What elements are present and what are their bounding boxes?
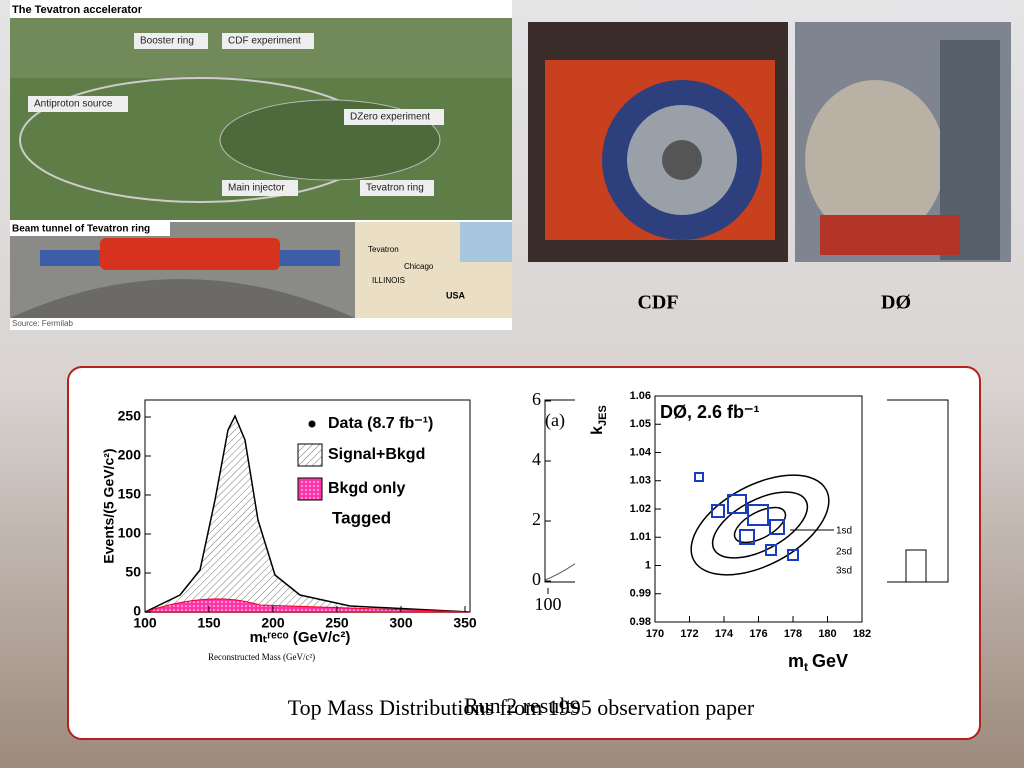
y-tick-label: 50 — [125, 564, 141, 580]
map-label: Tevatron ring — [366, 183, 424, 194]
x-axis-label-sub: t — [804, 660, 808, 674]
x-tick-label: 100 — [535, 594, 562, 614]
x-tick-label: 182 — [853, 628, 871, 640]
y-axis-label-main: k — [589, 426, 606, 435]
legend-entry: Signal+Bkgd — [328, 446, 425, 463]
contour-label: 3sd — [836, 566, 852, 577]
map-label: CDF experiment — [228, 36, 301, 47]
x-axis-label: mt GeV — [788, 651, 848, 674]
map-label: Antiproton source — [34, 99, 113, 110]
x-tick-label: 250 — [325, 615, 349, 631]
detector-label: CDF — [637, 292, 678, 314]
main-caption: Top Mass Distributions from 1995 observa… — [288, 695, 755, 720]
x-tick-label: 174 — [715, 628, 734, 640]
map-label: Tevatron — [368, 245, 399, 254]
detector-label: DØ — [881, 292, 911, 314]
accelerator-panel: The Tevatron accelerator Booster ring CD… — [10, 0, 512, 330]
y-tick-label: 150 — [118, 486, 142, 502]
y-tick-label: 200 — [118, 447, 142, 463]
contour-label: 2sd — [836, 547, 852, 558]
map-label: Main injector — [228, 183, 285, 194]
x-tick-label: 350 — [453, 615, 477, 631]
y-axis-label: Events/(5 GeV/c²) — [101, 448, 117, 563]
y-tick-label: 1.06 — [630, 390, 651, 402]
left-plot: Data (8.7 fb⁻¹) Signal+Bkgd Bkgd only Ta… — [101, 399, 471, 662]
contour-label: 1sd — [836, 526, 852, 537]
source: Source: Fermilab — [12, 319, 73, 328]
map-label: ILLINOIS — [372, 276, 405, 285]
y-axis-label: kJES — [589, 405, 609, 435]
x-tick-label: 172 — [680, 628, 698, 640]
map-label: Booster ring — [140, 36, 194, 47]
y-tick-label: 1.01 — [630, 531, 651, 543]
y-axis-label-sub: JES — [597, 405, 609, 426]
x-tick-label: 180 — [818, 628, 836, 640]
y-tick-label: 1 — [645, 559, 651, 571]
overlay-caption: Run 2 results — [464, 693, 580, 718]
panel-title: The Tevatron accelerator — [12, 4, 143, 16]
x-tick-label: 170 — [646, 628, 664, 640]
tag: Tagged — [332, 508, 391, 527]
legend-entry: Bkgd only — [328, 480, 405, 497]
y-tick-label: 0.98 — [630, 616, 651, 628]
plot-title: DØ, 2.6 fb⁻¹ — [660, 402, 760, 422]
x-tick-label: 100 — [133, 615, 157, 631]
x-tick-label: 200 — [261, 615, 285, 631]
x-axis-label-main: m — [788, 651, 804, 671]
x-axis-label-unit: GeV — [812, 651, 848, 671]
map-label: USA — [446, 290, 466, 300]
plot-caption: Reconstructed Mass (GeV/c²) — [208, 652, 315, 662]
right-plot: DØ, 2.6 fb⁻¹ kJES mt GeV 1sd 2sd 3sd — [575, 385, 887, 685]
y-tick-label: 100 — [118, 525, 142, 541]
y-tick-label: 0.99 — [630, 588, 651, 600]
y-tick-label: 1.04 — [630, 446, 652, 458]
y-tick-label: 6 — [532, 389, 541, 409]
map-label: DZero experiment — [350, 112, 430, 123]
y-tick-label: 2 — [532, 509, 541, 529]
x-tick-label: 178 — [784, 628, 802, 640]
y-tick-label: 1.02 — [630, 503, 651, 515]
x-axis-label: mₜʳᵉᶜᵒ (GeV/c²) — [250, 629, 351, 646]
x-tick-label: 176 — [749, 628, 767, 640]
y-tick-label: 1.03 — [630, 475, 651, 487]
panel-label: (a) — [545, 410, 565, 431]
detector-photos: CDF DØ — [528, 22, 1011, 314]
y-tick-label: 1.05 — [630, 418, 651, 430]
y-tick-label: 4 — [532, 449, 541, 469]
y-tick-label: 0 — [532, 569, 541, 589]
map-label: Chicago — [404, 262, 434, 271]
y-tick-label: 0 — [133, 603, 141, 619]
x-tick-label: 150 — [197, 615, 221, 631]
legend-entry: Data (8.7 fb⁻¹) — [328, 415, 433, 432]
x-tick-label: 300 — [389, 615, 413, 631]
tunnel-title: Beam tunnel of Tevatron ring — [12, 224, 150, 235]
y-tick-label: 250 — [118, 408, 142, 424]
